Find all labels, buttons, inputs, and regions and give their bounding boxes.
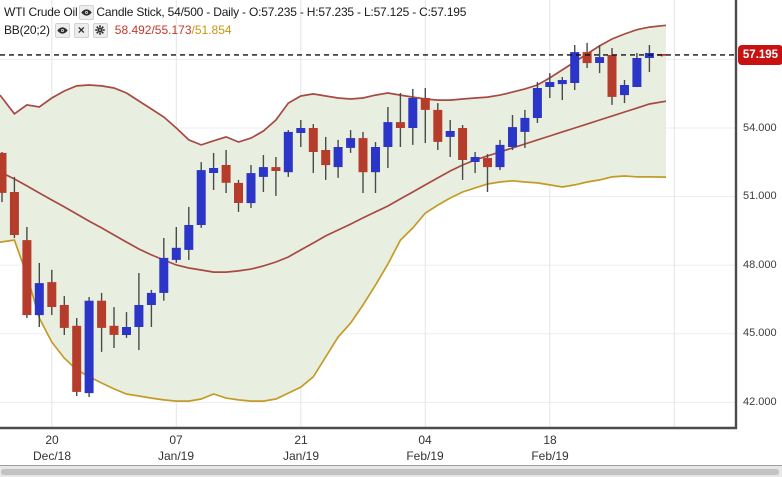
chart-legend: WTI Crude Oil Candle Stick, 54/500 - Dai…: [4, 3, 466, 39]
bottom-scrollbar-thumb[interactable]: [1, 469, 779, 475]
legend-row-indicator: BB(20;2) × 58.492/55.173 /51.854: [4, 21, 466, 39]
price-tick-label: 42.000: [743, 396, 777, 408]
symbol-title: WTI Crude Oil: [4, 5, 78, 19]
date-tick-day: 04: [418, 433, 432, 447]
last-price-badge: 57.195: [738, 45, 782, 65]
eye-icon: [81, 8, 93, 17]
price-tick-label: 51.000: [743, 190, 777, 202]
date-tick-month: Feb/19: [531, 449, 569, 463]
date-tick-month: Jan/19: [282, 449, 320, 463]
bottom-separator: [0, 465, 782, 466]
bottom-scrollbar-track: [0, 466, 782, 477]
date-tick-month: Jan/19: [157, 449, 195, 463]
date-tick-day: 07: [169, 433, 183, 447]
price-tick-label: 45.000: [743, 327, 777, 339]
series-visibility-button[interactable]: [79, 4, 95, 20]
indicator-remove-button[interactable]: ×: [73, 22, 89, 38]
indicator-name: BB(20;2): [4, 23, 50, 37]
indicator-visibility-button[interactable]: [54, 22, 70, 38]
bb-values-upper-middle: 58.492/55.173: [114, 23, 192, 37]
bb-value-lower: /51.854: [191, 23, 232, 37]
legend-row-symbol: WTI Crude Oil Candle Stick, 54/500 - Dai…: [4, 3, 466, 21]
date-tick-day: 20: [45, 433, 59, 447]
price-tick-label: 54.000: [743, 122, 777, 134]
indicator-settings-button[interactable]: [92, 22, 108, 38]
eye-icon: [57, 26, 68, 35]
date-tick-day: 18: [543, 433, 557, 447]
date-tick-month: Dec/18: [32, 449, 72, 463]
close-icon: ×: [77, 22, 85, 37]
date-tick-day: 21: [294, 433, 308, 447]
gear-icon: [95, 25, 106, 35]
date-tick-month: Feb/19: [406, 449, 444, 463]
series-info: Candle Stick, 54/500 - Daily - O:57.235 …: [96, 5, 467, 19]
price-tick-label: 48.000: [743, 259, 777, 271]
